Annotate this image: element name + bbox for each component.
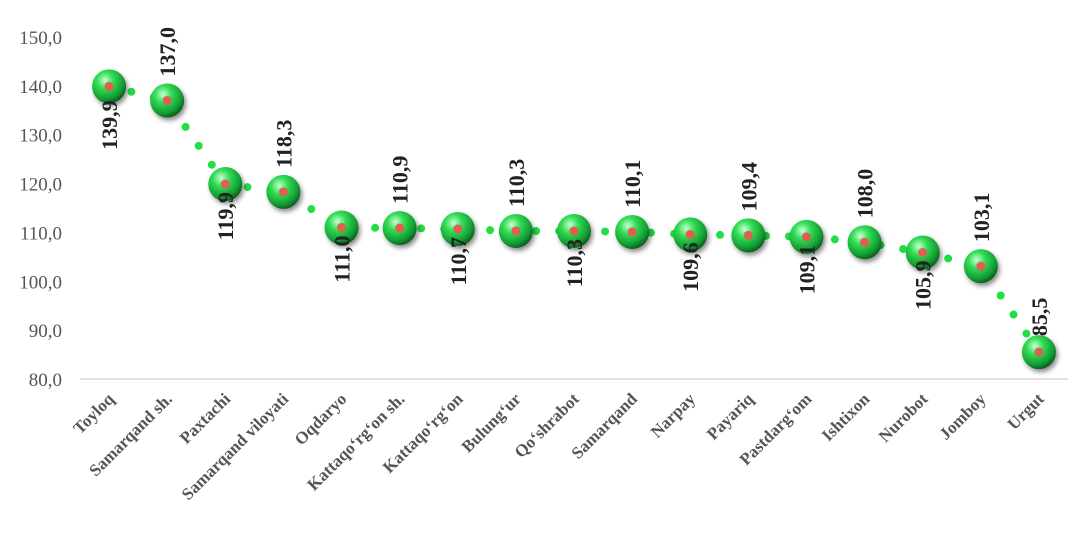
x-tick-label: Nurobot bbox=[875, 389, 932, 446]
data-point bbox=[905, 235, 940, 270]
data-point bbox=[673, 217, 708, 252]
y-tick-label: 80,0 bbox=[29, 370, 62, 391]
data-label: 110,9 bbox=[388, 156, 413, 204]
y-tick-label: 130,0 bbox=[19, 126, 62, 147]
data-point-center bbox=[162, 96, 172, 106]
x-tick-label: Samarqand viloyati bbox=[178, 389, 293, 504]
series-line-layer bbox=[105, 82, 1043, 357]
data-point-center bbox=[1034, 347, 1044, 357]
y-tick-label: 100,0 bbox=[19, 272, 62, 293]
data-point-center bbox=[453, 224, 463, 234]
data-label: 137,0 bbox=[155, 27, 180, 77]
data-point bbox=[498, 213, 533, 248]
data-label: 110,1 bbox=[620, 160, 645, 208]
data-point bbox=[92, 69, 127, 104]
y-tick-label: 110,0 bbox=[20, 223, 62, 244]
data-point-center bbox=[337, 223, 347, 233]
data-point-center bbox=[743, 230, 753, 240]
data-point-center bbox=[511, 226, 521, 236]
data-label: 118,3 bbox=[271, 120, 296, 168]
data-point-center bbox=[627, 227, 637, 237]
data-label: 110,3 bbox=[504, 159, 529, 207]
data-point-center bbox=[976, 261, 986, 271]
data-label: 85,5 bbox=[1027, 298, 1052, 337]
data-point-center bbox=[860, 237, 870, 247]
data-point bbox=[847, 225, 882, 260]
data-label: 105,9 bbox=[911, 260, 936, 310]
y-tick-label: 140,0 bbox=[19, 77, 62, 98]
data-labels-layer: 139,9 137,0 119,9 118,3 111,0 110,9 110,7 110,3… bbox=[97, 27, 1052, 336]
x-tick-label: Narpay bbox=[647, 389, 700, 442]
x-tick-label: Payariq bbox=[703, 389, 758, 444]
data-point-center bbox=[918, 247, 928, 257]
data-point bbox=[208, 167, 243, 202]
data-point-center bbox=[569, 226, 579, 236]
series-line bbox=[105, 82, 1043, 357]
x-tick-label: Kattaqo‘rg‘on sh. bbox=[304, 389, 409, 494]
data-label: 139,9 bbox=[97, 100, 122, 150]
data-point bbox=[150, 83, 185, 118]
data-point-center bbox=[395, 223, 405, 233]
data-label: 110,3 bbox=[562, 239, 587, 287]
data-label: 108,0 bbox=[853, 169, 878, 219]
x-tick-label: Oqdaryo bbox=[291, 389, 351, 449]
data-point bbox=[557, 213, 591, 248]
y-tick-label: 120,0 bbox=[19, 175, 62, 196]
data-label: 103,1 bbox=[969, 193, 994, 242]
data-point-center bbox=[220, 179, 230, 189]
y-tick-label: 150,0 bbox=[19, 28, 62, 49]
data-label: 111,0 bbox=[330, 235, 355, 282]
data-point bbox=[382, 211, 417, 246]
data-point bbox=[440, 212, 475, 247]
data-label: 110,7 bbox=[446, 237, 471, 285]
data-point-center bbox=[104, 81, 114, 91]
data-points-layer bbox=[92, 69, 1056, 370]
data-point bbox=[615, 214, 650, 249]
data-point-center bbox=[801, 232, 811, 242]
data-label: 109,6 bbox=[678, 242, 703, 292]
x-tick-label: Toyloq bbox=[69, 389, 118, 438]
data-point bbox=[266, 174, 301, 209]
x-tick-label: Ishtixon bbox=[818, 389, 874, 445]
x-tick-label: Jomboy bbox=[935, 389, 990, 444]
data-point-center bbox=[685, 229, 695, 239]
data-label: 119,9 bbox=[213, 192, 238, 240]
data-point bbox=[324, 210, 359, 245]
data-point bbox=[1021, 335, 1056, 370]
y-tick-label: 90,0 bbox=[29, 321, 62, 342]
data-point bbox=[789, 219, 824, 254]
x-tick-label: Paxtachi bbox=[176, 389, 234, 447]
y-axis-ticks: 80,0 90,0 100,0 110,0 120,0 130,0 140,0 150,0 bbox=[19, 28, 62, 391]
data-label: 109,1 bbox=[795, 245, 820, 294]
data-point-center bbox=[278, 187, 288, 197]
data-point bbox=[731, 218, 766, 253]
data-point bbox=[963, 249, 998, 284]
x-tick-label: Urgut bbox=[1004, 389, 1048, 433]
data-label: 109,4 bbox=[736, 162, 761, 212]
